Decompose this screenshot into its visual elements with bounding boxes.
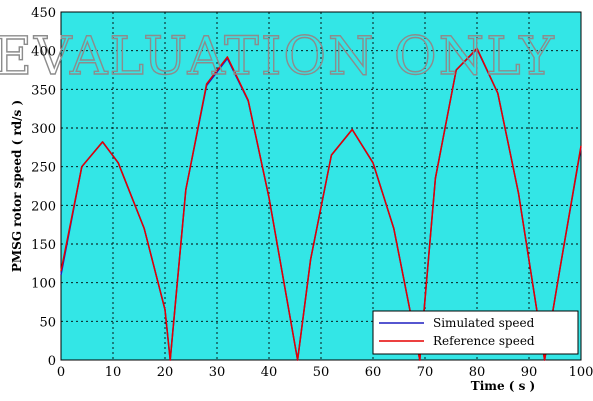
y-tick-label: 250	[31, 161, 56, 176]
watermark: EVALUATION ONLY	[0, 27, 556, 87]
x-tick-label: 40	[261, 365, 278, 380]
x-tick-label: 10	[105, 365, 122, 380]
legend-label-simulated: Simulated speed	[433, 316, 535, 330]
x-tick-label: 80	[469, 365, 486, 380]
x-axis-label: Time ( s )	[471, 379, 535, 393]
x-tick-label: 0	[57, 365, 65, 380]
y-tick-label: 200	[31, 199, 56, 214]
x-tick-label: 50	[313, 365, 330, 380]
x-tick-label: 90	[521, 365, 538, 380]
series-line-reference	[60, 47, 582, 361]
y-tick-label: 150	[31, 238, 56, 253]
y-tick-label: 0	[48, 354, 56, 369]
y-axis-label: PMSG rotor speed ( rd/s )	[10, 100, 24, 272]
y-tick-label: 100	[31, 277, 56, 292]
y-tick-label: 300	[31, 122, 56, 137]
x-tick-label: 60	[365, 365, 382, 380]
tick-labels: 0 10 20 30 40 50 60 70 80 90 100 0 50 100 150 200 250 300…	[31, 6, 593, 380]
y-tick-label: 350	[31, 83, 56, 98]
legend: Simulated speed Reference speed	[372, 310, 579, 355]
y-tick-label: 450	[31, 6, 56, 21]
y-tick-label: 400	[31, 45, 56, 60]
x-tick-label: 100	[569, 365, 593, 380]
x-tick-label: 30	[209, 365, 226, 380]
y-tick-label: 50	[39, 315, 56, 330]
x-tick-label: 20	[157, 365, 174, 380]
legend-box	[372, 310, 579, 355]
series-layer	[60, 47, 582, 361]
x-tick-label: 70	[417, 365, 434, 380]
legend-label-reference: Reference speed	[433, 334, 535, 348]
